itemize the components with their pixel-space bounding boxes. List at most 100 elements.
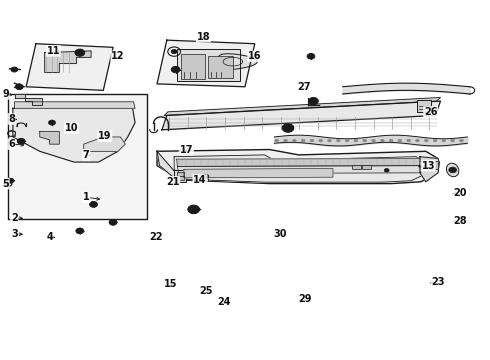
Text: 24: 24 [218, 297, 231, 307]
Circle shape [307, 53, 315, 59]
Circle shape [424, 139, 428, 142]
Text: 9: 9 [2, 89, 9, 99]
Text: 30: 30 [273, 229, 287, 239]
Polygon shape [8, 94, 147, 220]
Text: 13: 13 [421, 161, 435, 171]
Circle shape [363, 139, 367, 142]
Circle shape [451, 139, 455, 142]
Circle shape [285, 126, 291, 130]
Circle shape [75, 49, 85, 56]
Polygon shape [45, 51, 91, 72]
Polygon shape [176, 158, 422, 166]
Bar [362, 165, 371, 169]
Circle shape [345, 139, 349, 142]
Text: 21: 21 [166, 177, 179, 187]
Circle shape [191, 208, 196, 211]
Text: 15: 15 [164, 279, 177, 289]
Circle shape [49, 120, 55, 125]
Text: 22: 22 [149, 232, 163, 242]
Polygon shape [162, 101, 441, 130]
Circle shape [17, 138, 25, 144]
Bar [176, 176, 184, 180]
Text: 5: 5 [2, 179, 9, 189]
Circle shape [416, 139, 419, 142]
Ellipse shape [446, 163, 459, 177]
Circle shape [336, 139, 340, 142]
Polygon shape [164, 98, 441, 116]
Polygon shape [84, 137, 125, 151]
Text: 4: 4 [46, 232, 53, 242]
Text: 20: 20 [453, 188, 467, 198]
Circle shape [171, 66, 180, 73]
Polygon shape [15, 94, 42, 105]
Circle shape [380, 139, 384, 142]
Polygon shape [174, 155, 428, 182]
Polygon shape [40, 132, 59, 144]
Polygon shape [177, 166, 421, 174]
Text: 6: 6 [8, 139, 15, 149]
Text: 8: 8 [8, 114, 15, 124]
Text: 10: 10 [65, 123, 78, 133]
Circle shape [301, 139, 305, 142]
Circle shape [389, 139, 393, 142]
Circle shape [309, 98, 318, 105]
Polygon shape [26, 44, 113, 90]
Text: 28: 28 [453, 216, 467, 226]
Bar [417, 100, 431, 112]
Text: 19: 19 [98, 131, 112, 141]
Bar [174, 170, 186, 182]
Circle shape [449, 167, 457, 173]
Circle shape [407, 139, 411, 142]
Polygon shape [14, 102, 135, 108]
Circle shape [384, 168, 389, 172]
Circle shape [460, 139, 464, 142]
Bar [176, 49, 240, 81]
Bar [352, 165, 361, 169]
Circle shape [11, 67, 18, 72]
Polygon shape [184, 168, 333, 178]
Circle shape [275, 139, 279, 142]
Circle shape [171, 49, 177, 54]
Circle shape [282, 124, 294, 132]
Circle shape [7, 178, 14, 183]
Bar [430, 161, 439, 169]
Polygon shape [157, 151, 181, 181]
Text: 12: 12 [111, 51, 125, 61]
Circle shape [433, 139, 437, 142]
Polygon shape [420, 157, 440, 182]
Text: 17: 17 [180, 144, 193, 154]
Circle shape [15, 84, 23, 90]
Polygon shape [157, 149, 438, 184]
Circle shape [442, 139, 446, 142]
Circle shape [328, 139, 331, 142]
Circle shape [319, 139, 323, 142]
Text: 27: 27 [297, 82, 310, 92]
Text: 29: 29 [298, 294, 311, 304]
Text: 2: 2 [11, 213, 18, 222]
Bar [8, 131, 15, 136]
Text: 23: 23 [431, 277, 445, 287]
Bar [176, 172, 184, 176]
Text: 11: 11 [47, 46, 60, 56]
Circle shape [188, 205, 199, 214]
Circle shape [109, 220, 117, 225]
Circle shape [311, 99, 316, 103]
Circle shape [76, 228, 84, 234]
Text: 16: 16 [248, 51, 262, 61]
Circle shape [398, 139, 402, 142]
Circle shape [284, 139, 288, 142]
Text: 7: 7 [83, 150, 90, 160]
Text: 3: 3 [11, 229, 18, 239]
Circle shape [293, 139, 296, 142]
Text: 1: 1 [83, 192, 90, 202]
Bar [208, 56, 233, 78]
Polygon shape [13, 108, 135, 162]
Text: 26: 26 [424, 107, 438, 117]
Circle shape [310, 139, 314, 142]
Circle shape [371, 139, 375, 142]
Polygon shape [218, 54, 257, 69]
Text: 25: 25 [199, 286, 213, 296]
Circle shape [90, 202, 98, 207]
Bar [180, 54, 205, 79]
Circle shape [203, 174, 209, 179]
